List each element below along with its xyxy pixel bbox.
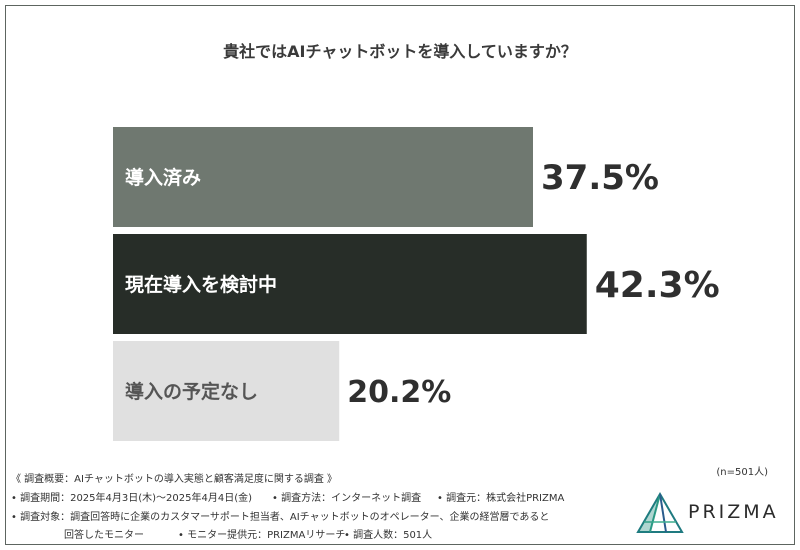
survey-heading: 《 調査概要：AIチャットボットの導入実態と顧客満足度に関する調査 》 [11,474,338,485]
chart-title: 貴社ではAIチャットボットを導入していますか？ [223,42,577,61]
prizma-logo-text: PRIZMA [688,501,779,523]
value-label-1: 37.5% [541,158,659,198]
survey-provider: • モニター提供元：PRIZMAリサーチ [178,530,346,541]
value-label-2: 42.3% [595,265,720,306]
survey-organizer: • 調査元：株式会社PRIZMA [437,493,565,504]
bar-2 [113,234,587,334]
bar-1 [113,127,533,227]
value-label-3: 20.2% [347,375,451,410]
sample-size-note: (n=501人) [716,467,768,478]
prizma-logo-icon [636,492,684,533]
bar-3 [113,341,340,441]
bar-label-3: 導入の予定なし [125,380,258,403]
survey-period: • 調査期間：2025年4月3日(木)〜2025年4月4日(金) [11,493,253,504]
survey-count: • 調査人数：501人 [344,530,433,541]
prizma-logo: PRIZMA [636,492,796,537]
bar-label-1: 導入済み [125,166,201,189]
bar-label-2: 現在導入を検討中 [125,273,277,296]
survey-method: • 調査方法：インターネット調査 [272,493,422,504]
survey-target-line1: • 調査対象：調査回答時に企業のカスタマーサポート担当者、AIチャットボットのオ… [11,512,550,523]
survey-target-line2: 回答したモニター [64,530,144,541]
